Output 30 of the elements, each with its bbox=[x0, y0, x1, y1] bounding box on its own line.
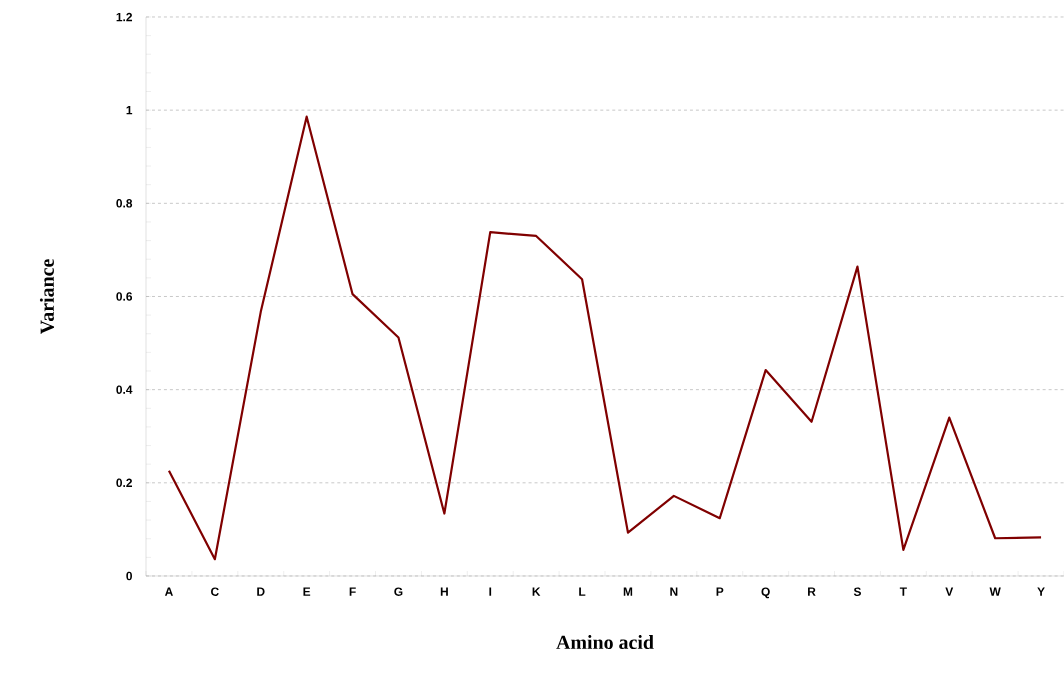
y-tick-label: 0.8 bbox=[116, 199, 133, 208]
y-tick-label: 1.2 bbox=[116, 12, 133, 22]
x-tick-label: M bbox=[623, 587, 633, 596]
x-tick-label: Q bbox=[761, 587, 770, 599]
x-tick-label: N bbox=[670, 587, 678, 596]
x-tick-label: I bbox=[489, 587, 492, 596]
x-tick-label: P bbox=[716, 587, 724, 596]
x-tick-label: C bbox=[211, 587, 219, 596]
y-tick-label: 0 bbox=[126, 571, 132, 581]
x-tick-label: L bbox=[579, 587, 586, 596]
x-tick-label: D bbox=[257, 587, 265, 596]
x-tick-label: Y bbox=[1037, 587, 1045, 596]
x-tick-label: H bbox=[440, 587, 448, 596]
x-tick-label: A bbox=[164, 587, 173, 596]
x-tick-label: E bbox=[303, 587, 311, 596]
y-tick-label: 0.2 bbox=[116, 478, 133, 488]
x-tick-label: S bbox=[853, 587, 861, 596]
x-tick-label: W bbox=[989, 587, 1001, 596]
y-axis-title: Variance bbox=[39, 259, 55, 335]
y-tick-label: 1 bbox=[126, 106, 133, 115]
x-tick-label: R bbox=[808, 587, 816, 596]
x-tick-label: V bbox=[945, 587, 954, 596]
x-tick-label: G bbox=[394, 587, 403, 596]
y-tick-label: 0.6 bbox=[116, 292, 133, 301]
line-series bbox=[167, 115, 1043, 561]
y-tick-label: 0.4 bbox=[116, 385, 133, 394]
x-axis-title: Amino acid bbox=[556, 635, 654, 650]
x-tick-label: F bbox=[349, 587, 356, 596]
x-tick-label: K bbox=[532, 587, 541, 596]
x-tick-label: T bbox=[899, 587, 907, 596]
